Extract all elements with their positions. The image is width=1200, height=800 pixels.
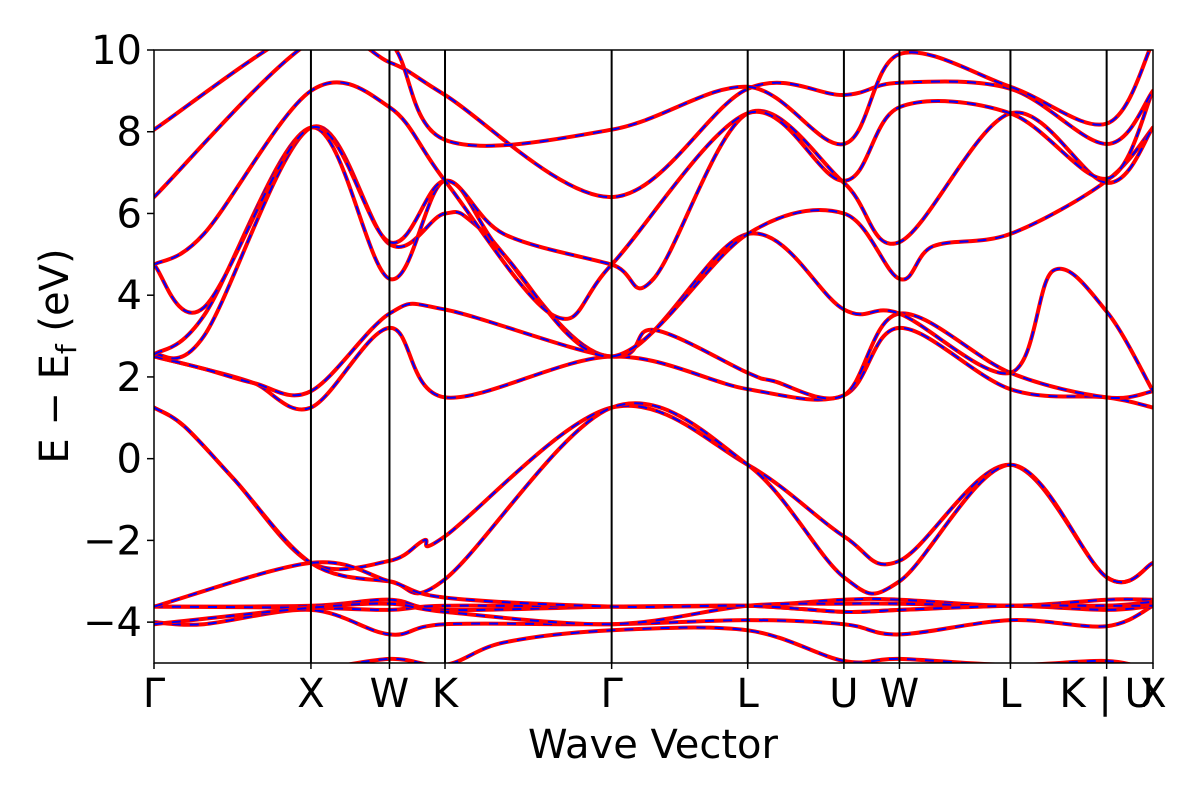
y-axis-ticks: −4 −2 0 2 4 6 8 10 xyxy=(83,28,154,646)
y-tick-label: −2 xyxy=(83,518,142,564)
x-tick-label: X xyxy=(297,671,324,717)
y-axis-label-subscript: f xyxy=(50,343,83,354)
band-12-dashed-line xyxy=(154,126,1153,358)
band-11-dashed-line xyxy=(154,125,1153,392)
y-axis-label: E − Ef (eV) xyxy=(32,248,83,463)
y-tick-label: 10 xyxy=(91,28,142,74)
x-tick-label: Γ xyxy=(600,671,623,717)
y-tick-label: 6 xyxy=(117,191,142,237)
y-axis-label-main: E − E xyxy=(32,354,78,464)
band-12-solid-line xyxy=(154,125,1153,359)
x-tick-label: Γ xyxy=(143,671,166,717)
x-tick-label: K | U xyxy=(1059,671,1153,717)
band-lines xyxy=(154,50,1153,663)
k-point-separator-lines xyxy=(309,50,1108,663)
x-tick-label: L xyxy=(999,671,1022,717)
y-tick-label: 0 xyxy=(117,437,142,483)
y-tick-label: −4 xyxy=(83,600,142,646)
band-16-solid-line xyxy=(154,50,1152,148)
y-tick-label: 2 xyxy=(117,355,142,401)
band-13-dashed-line xyxy=(154,109,1153,314)
band-5-dashed-line xyxy=(351,626,1129,663)
band-8-dashed-line xyxy=(154,561,1153,614)
x-tick-label: U xyxy=(829,671,858,717)
x-tick-label: L xyxy=(737,671,760,717)
band-16-dashed-line xyxy=(154,50,1151,147)
x-tick-label: W xyxy=(370,671,410,717)
band-11-solid-line xyxy=(154,124,1153,394)
x-tick-label: K xyxy=(432,671,460,717)
y-tick-label: 8 xyxy=(117,110,142,156)
x-tick-label: W xyxy=(880,671,920,717)
y-tick-label: 4 xyxy=(117,273,142,319)
plot-frame xyxy=(153,49,1154,664)
y-axis-label-unit: (eV) xyxy=(32,248,78,344)
band-3-dashed-line xyxy=(154,604,1153,614)
x-tick-label: X xyxy=(1139,671,1166,717)
x-axis-label: Wave Vector xyxy=(528,722,779,768)
